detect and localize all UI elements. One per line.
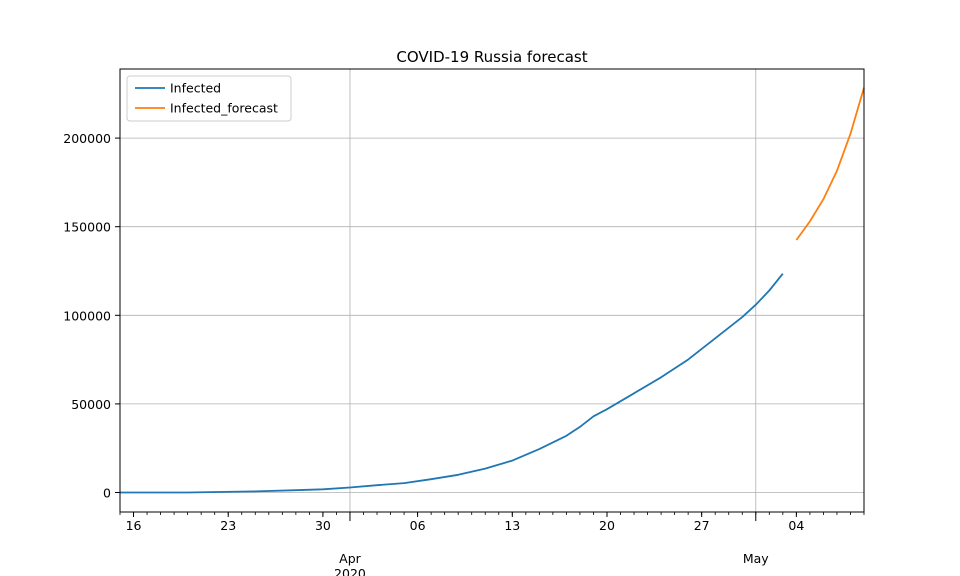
y-tick-label: 50000 <box>71 397 111 412</box>
x-major-label: Apr <box>339 551 361 566</box>
x-tick-label: 04 <box>788 518 804 533</box>
legend-label: Infected <box>170 81 221 96</box>
grid-layer <box>120 69 864 512</box>
series-line-infected-forecast <box>795 87 865 241</box>
x-major-sublabel: 2020 <box>334 566 366 576</box>
y-tick-label: 0 <box>103 486 111 501</box>
x-tick-label: 06 <box>410 518 426 533</box>
x-tick-label: 13 <box>504 518 520 533</box>
x-tick-label: 20 <box>599 518 615 533</box>
plot-frame <box>119 68 865 513</box>
legend: Infected Infected_forecast <box>126 75 292 122</box>
axis-layer: 0 50000 100000 150000 200000 16 23 30 06 13 20 27 04… <box>63 131 865 576</box>
series-layer <box>120 87 865 494</box>
y-tick-label: 150000 <box>63 220 111 235</box>
y-tick-label: 200000 <box>63 131 111 146</box>
x-tick-label: 27 <box>694 518 710 533</box>
legend-label: Infected_forecast <box>170 101 278 116</box>
x-tick-label: 30 <box>315 518 331 533</box>
y-tick-label: 100000 <box>63 308 111 323</box>
series-line-infected <box>120 273 784 494</box>
x-major-label: May <box>743 551 769 566</box>
x-tick-label: 16 <box>126 518 142 533</box>
x-tick-label: 23 <box>220 518 236 533</box>
chart-title: COVID-19 Russia forecast <box>396 48 587 66</box>
legend-box <box>126 75 292 122</box>
